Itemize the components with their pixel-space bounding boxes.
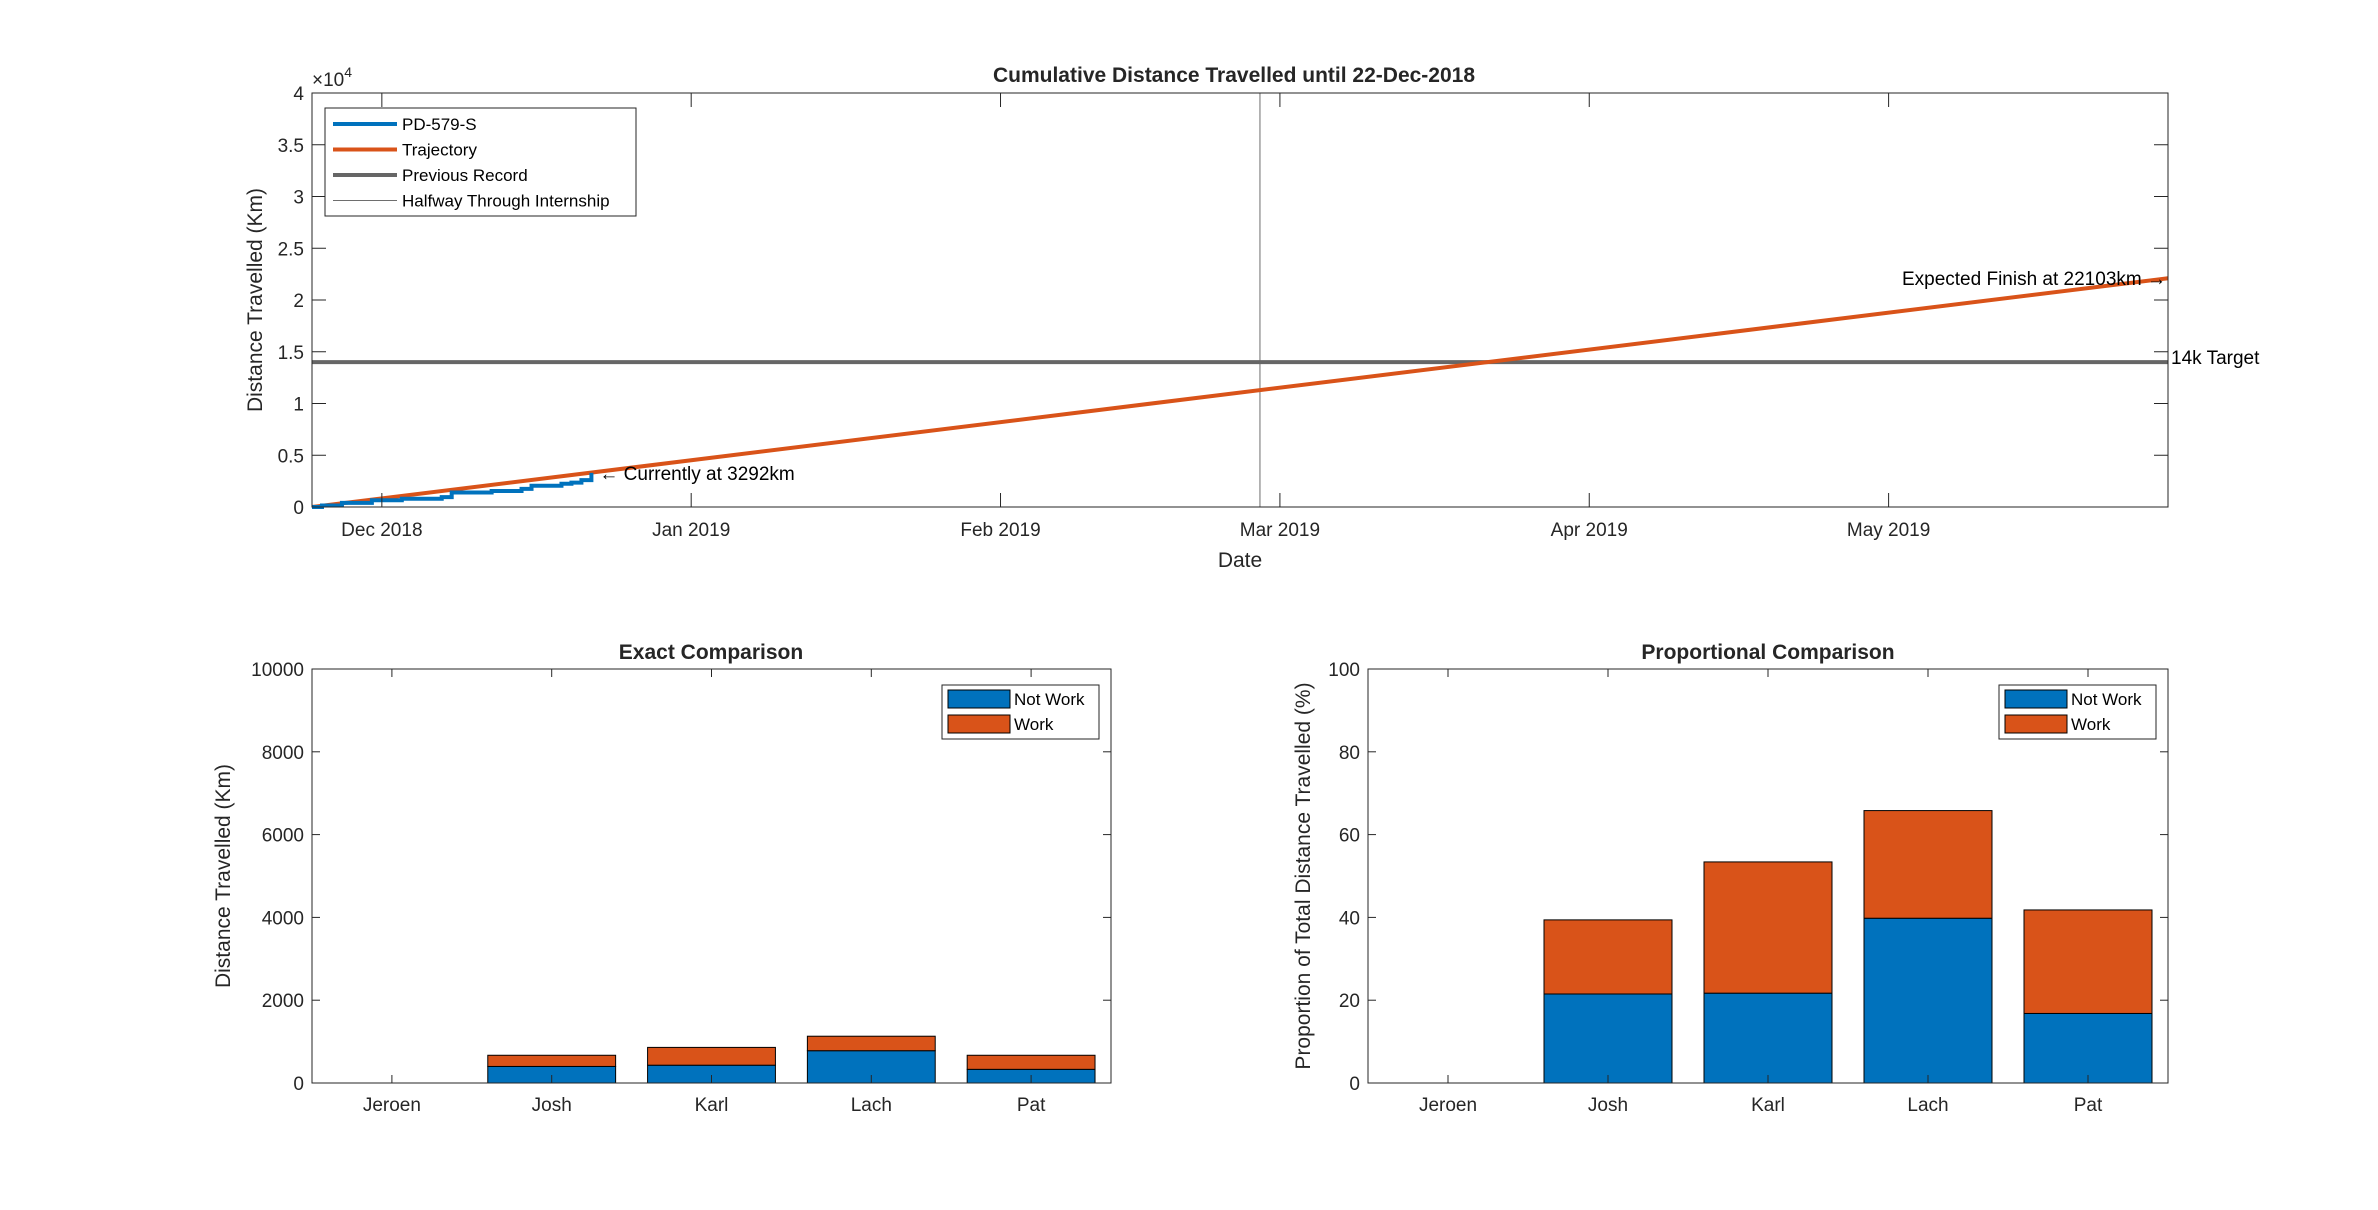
x-tick-label: Karl: [695, 1095, 729, 1116]
x-tick-label: Josh: [1588, 1095, 1628, 1116]
exponent-power: 4: [344, 64, 352, 80]
expected-finish-annotation: Expected Finish at 22103km →: [1902, 269, 2166, 290]
x-tick-label: Josh: [532, 1095, 572, 1116]
x-tick-label: Jan 2019: [652, 520, 730, 541]
pd-579-s-line: [312, 472, 594, 509]
y-tick-label: 20: [1339, 991, 1360, 1012]
bar-josh-work: [487, 1054, 617, 1067]
bar-lach-work: [806, 1035, 936, 1052]
legend-entry: PD-579-S: [402, 115, 477, 134]
bar-josh-not-work: [1543, 993, 1673, 1084]
legend: PD-579-S Trajectory Previous Record Halfway…: [324, 107, 637, 217]
proportional-comparison-plot: Proportional Comparison Jeroen Josh Karl La…: [1292, 641, 2169, 1116]
target-annotation: 14k Target: [2171, 348, 2260, 369]
y-tick-label: 100: [1328, 660, 1360, 681]
y-axis-ticks: 0 0.5 1 1.5 2 2.5 3 3.5 4: [278, 84, 2168, 519]
y-tick-label: 1: [293, 395, 304, 416]
plot-title: Cumulative Distance Travelled until 22-D…: [993, 64, 1475, 87]
x-tick-label: Apr 2019: [1551, 520, 1628, 541]
y-tick-label: 2.5: [278, 239, 304, 260]
bar-pat-work: [966, 1054, 1096, 1070]
legend-entry: Not Work: [1014, 690, 1085, 709]
legend-entry: Not Work: [2071, 690, 2142, 709]
legend-entry: Previous Record: [402, 166, 528, 185]
y-axis-ticks: 0 2000 4000 6000 8000 10000: [251, 660, 1111, 1095]
legend-swatch: [2004, 714, 2068, 734]
legend-entry: Halfway Through Internship: [402, 192, 610, 211]
x-tick-label: Karl: [1751, 1095, 1785, 1116]
legend: Not Work Work: [941, 684, 1100, 740]
y-tick-label: 80: [1339, 743, 1360, 764]
y-tick-label: 40: [1339, 908, 1360, 929]
y-axis-label: Distance Travelled (Km): [244, 188, 267, 412]
legend-entry: Trajectory: [402, 141, 477, 160]
y-tick-label: 10000: [251, 660, 304, 681]
bar-pat-work: [2023, 909, 2153, 1014]
y-tick-label: 0.5: [278, 446, 304, 467]
x-tick-label: May 2019: [1847, 520, 1930, 541]
annotations: ← Currently at 3292km Expected Finish at …: [599, 269, 2260, 485]
x-tick-label: Jeroen: [1419, 1095, 1477, 1116]
plot-title: Exact Comparison: [619, 641, 803, 664]
bars: [487, 1035, 1096, 1084]
legend: Not Work Work: [1998, 684, 2157, 740]
bar-josh-work: [1543, 919, 1673, 995]
y-tick-label: 0: [293, 498, 304, 519]
bar-karl-not-work: [1703, 992, 1833, 1084]
y-tick-label: 4000: [262, 908, 304, 929]
plot-title: Proportional Comparison: [1641, 641, 1894, 664]
bar-lach-not-work: [1863, 917, 1993, 1084]
x-tick-label: Lach: [851, 1095, 892, 1116]
x-axis-ticks: Dec 2018 Jan 2019 Feb 2019 Mar 2019 Apr 2019…: [341, 93, 1930, 541]
y-tick-label: 4: [293, 84, 304, 105]
bar-pat-not-work: [2023, 1012, 2153, 1084]
legend-entry: Work: [2071, 715, 2111, 734]
bars: [1543, 810, 2153, 1084]
y-tick-label: 0: [293, 1074, 304, 1095]
x-tick-label: Lach: [1907, 1095, 1948, 1116]
exact-comparison-plot: Exact Comparison Jeroen Josh Karl Lach Pat 0…: [212, 641, 1112, 1116]
x-axis-label: Date: [1218, 549, 1262, 572]
x-axis-ticks: Jeroen Josh Karl Lach Pat: [363, 669, 1046, 1116]
y-tick-label: 3: [293, 188, 304, 209]
current-distance-annotation: ← Currently at 3292km: [599, 464, 794, 485]
legend-swatch: [947, 689, 1011, 709]
x-tick-label: Pat: [2074, 1095, 2103, 1116]
y-axis-label: Distance Travelled (Km): [212, 764, 235, 988]
y-axis-exponent: ×104: [312, 64, 352, 91]
legend-entry: Work: [1014, 715, 1054, 734]
bar-karl-work: [647, 1046, 776, 1066]
exponent-base: ×10: [312, 70, 344, 91]
y-tick-label: 6000: [262, 826, 304, 847]
bar-lach-work: [1863, 810, 1993, 919]
y-axis-label: Proportion of Total Distance Travelled (…: [1292, 682, 1315, 1069]
legend-swatch: [947, 714, 1011, 734]
x-tick-label: Dec 2018: [341, 520, 422, 541]
y-axis-ticks: 0 20 40 60 80 100: [1328, 660, 2168, 1095]
y-tick-label: 8000: [262, 743, 304, 764]
cumulative-distance-plot: Cumulative Distance Travelled until 22-D…: [244, 64, 2260, 572]
y-tick-label: 60: [1339, 826, 1360, 847]
series-lines: [311, 93, 2169, 509]
x-tick-label: Mar 2019: [1240, 520, 1320, 541]
trajectory-line: [311, 276, 2169, 509]
x-axis-ticks: Jeroen Josh Karl Lach Pat: [1419, 669, 2103, 1116]
x-tick-label: Jeroen: [363, 1095, 421, 1116]
bar-karl-work: [1703, 861, 1833, 994]
x-tick-label: Feb 2019: [960, 520, 1040, 541]
y-tick-label: 2: [293, 291, 304, 312]
y-tick-label: 0: [1349, 1074, 1360, 1095]
y-tick-label: 2000: [262, 991, 304, 1012]
y-tick-label: 3.5: [278, 136, 304, 157]
x-tick-label: Pat: [1017, 1095, 1046, 1116]
y-tick-label: 1.5: [278, 343, 304, 364]
legend-swatch: [2004, 689, 2068, 709]
